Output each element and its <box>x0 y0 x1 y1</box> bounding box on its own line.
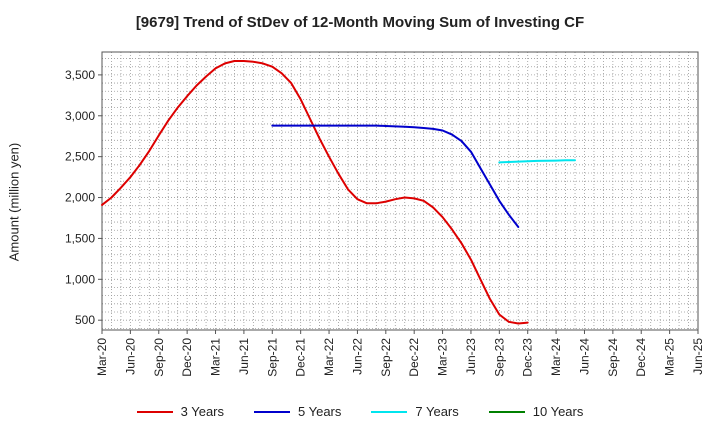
series-line-5-years <box>271 124 520 228</box>
legend-swatch-3-years <box>136 410 173 413</box>
x-tick-label: Mar-20 <box>95 338 109 376</box>
y-tick-label: 2,000 <box>65 191 95 205</box>
x-tick-label: Jun-24 <box>577 338 591 375</box>
y-tick-label: 1,500 <box>65 231 95 245</box>
x-tick-label: Mar-25 <box>663 338 677 376</box>
legend-swatch-10-years <box>488 410 525 413</box>
series-lines <box>101 60 576 325</box>
y-tick-label: 2,500 <box>65 150 95 164</box>
legend-label-5-years: 5 Years <box>298 404 342 419</box>
plot-area <box>102 52 698 330</box>
x-tick-label: Dec-22 <box>407 338 421 377</box>
legend-swatch-7-years <box>371 410 408 413</box>
x-tick-label: Mar-21 <box>209 338 223 376</box>
legend-label-3-years: 3 Years <box>180 404 224 419</box>
x-tick-label: Sep-21 <box>265 338 279 377</box>
legend-label-7-years: 7 Years <box>415 404 459 419</box>
legend-swatch-5-years <box>254 410 290 413</box>
legend-item-3-years[interactable]: 3 Years <box>136 404 224 419</box>
x-tick-label: Sep-24 <box>606 338 620 377</box>
legend: 3 Years 5 Years 7 Years 10 Years <box>0 404 720 419</box>
x-tick-label: Sep-22 <box>379 338 393 377</box>
legend-item-10-years[interactable]: 10 Years <box>488 404 584 419</box>
y-tick-label: 500 <box>75 313 95 327</box>
series-line-7-years <box>498 159 576 164</box>
grid <box>101 52 699 330</box>
series-line-3-years <box>101 60 529 325</box>
x-tick-label: Dec-24 <box>634 338 648 377</box>
x-tick-label: Mar-22 <box>322 338 336 376</box>
legend-label-10-years: 10 Years <box>532 404 584 419</box>
x-tick-label: Sep-23 <box>492 338 506 377</box>
y-tick-label: 1,000 <box>65 272 95 286</box>
x-tick-label: Sep-20 <box>152 338 166 377</box>
x-tick-label: Jun-21 <box>237 338 251 375</box>
legend-item-7-years[interactable]: 7 Years <box>371 404 459 419</box>
legend-item-5-years[interactable]: 5 Years <box>254 404 341 419</box>
x-tick-label: Jun-23 <box>464 338 478 375</box>
axes: 500 1,000 1,500 2,000 2,500 3,000 3,500 Mar-20 J… <box>65 51 705 377</box>
chart-title: [9679] Trend of StDev of 12-Month Moving… <box>135 14 585 31</box>
x-tick-label: Jun-25 <box>691 338 705 375</box>
x-tick-label: Jun-22 <box>350 338 364 375</box>
plot-border <box>101 51 699 331</box>
x-tick-label: Dec-20 <box>180 338 194 377</box>
x-tick-label: Mar-23 <box>436 338 450 376</box>
y-tick-label: 3,000 <box>65 109 95 123</box>
x-tick-label: Dec-21 <box>294 338 308 377</box>
y-tick-label: 3,500 <box>65 68 95 82</box>
x-tick-label: Mar-24 <box>549 338 563 376</box>
x-tick-label: Jun-20 <box>123 338 137 375</box>
x-tick-label: Dec-23 <box>521 338 535 377</box>
